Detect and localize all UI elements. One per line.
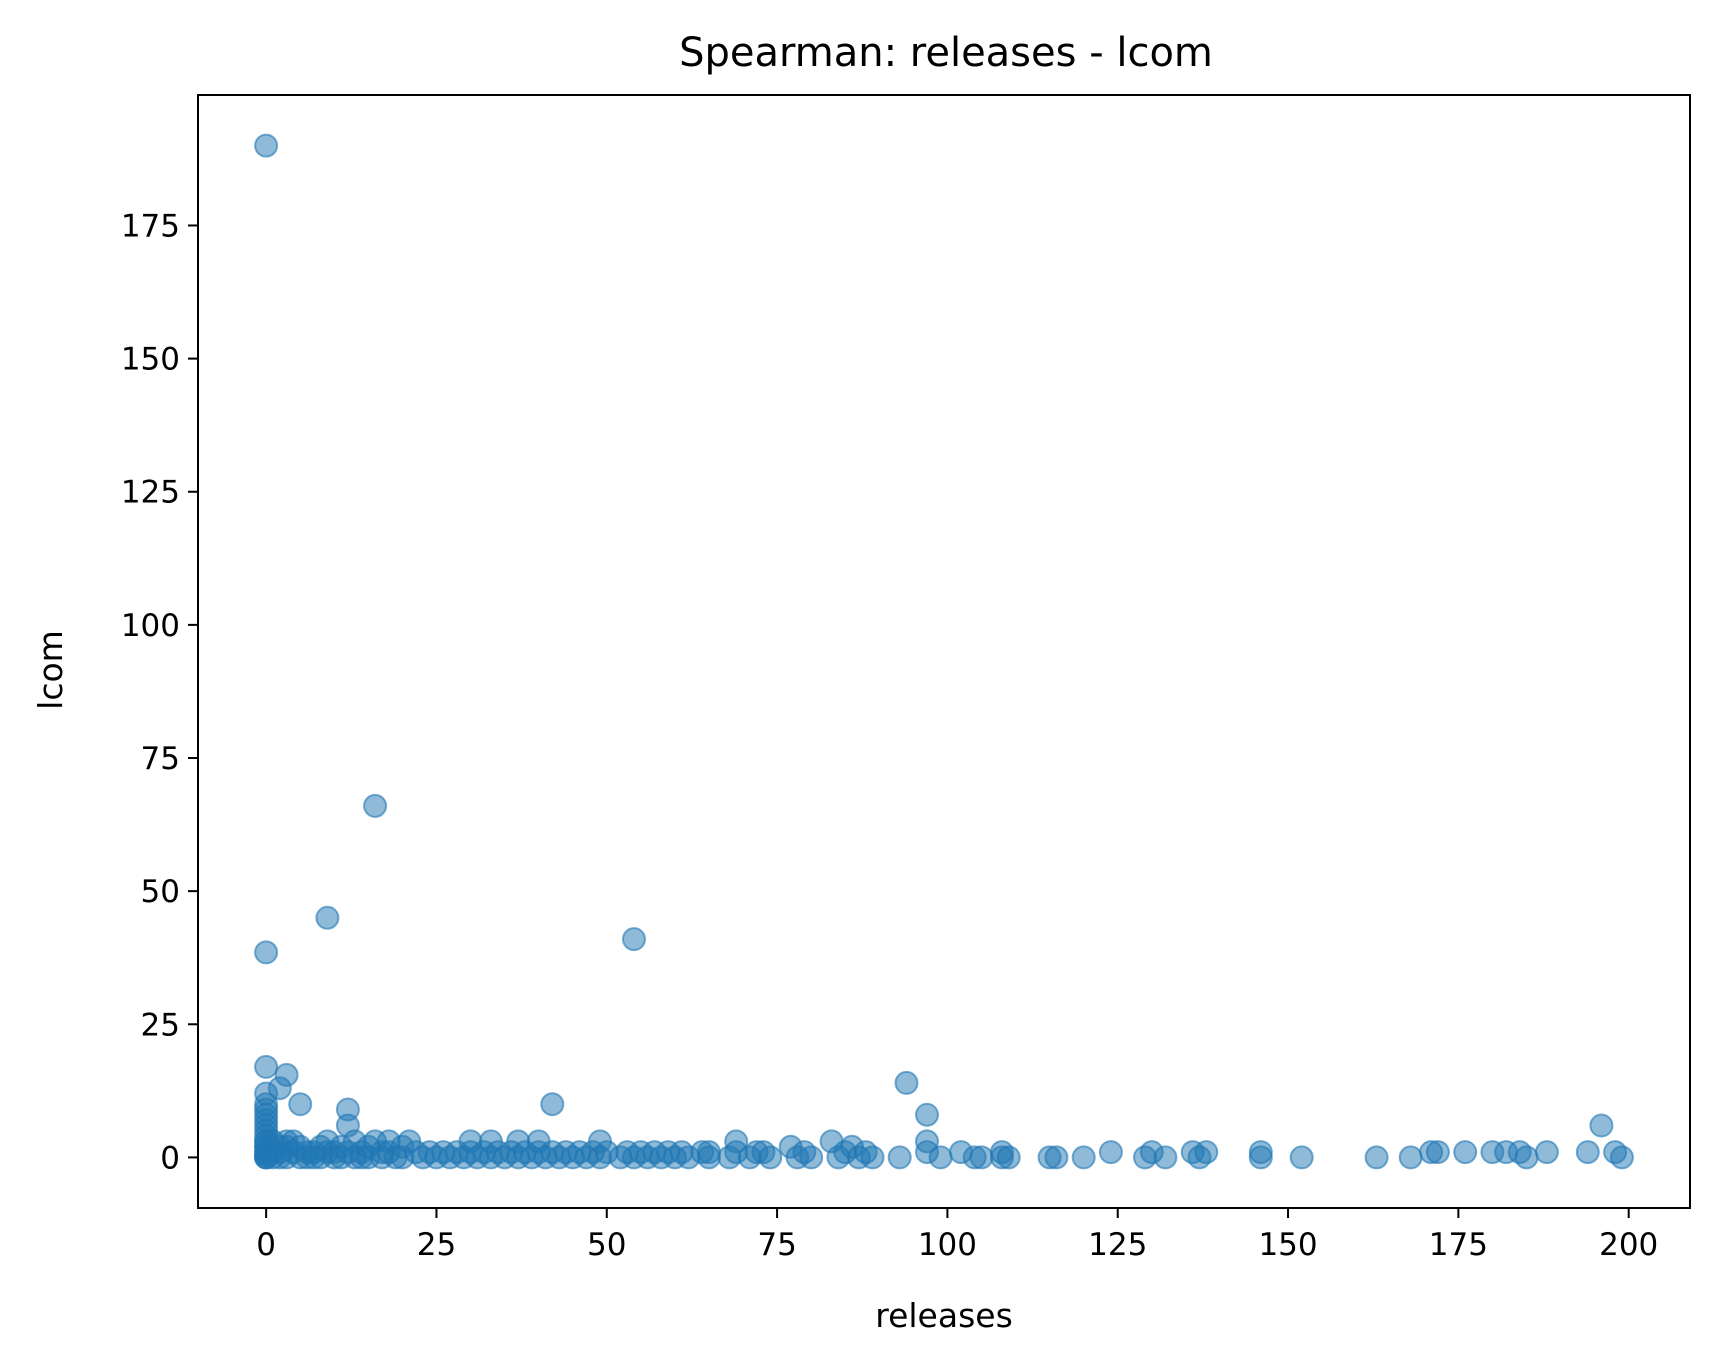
data-point <box>1364 1145 1389 1170</box>
data-point <box>1514 1145 1539 1170</box>
x-tick-label: 75 <box>757 1227 796 1263</box>
data-point <box>1453 1140 1478 1165</box>
data-point <box>288 1092 313 1117</box>
x-tick-label: 0 <box>256 1227 276 1263</box>
data-point <box>1153 1145 1178 1170</box>
data-point <box>1425 1140 1450 1165</box>
data-point <box>1398 1145 1423 1170</box>
x-tick-label: 100 <box>918 1227 977 1263</box>
data-point <box>996 1145 1021 1170</box>
x-tick-label: 25 <box>417 1227 456 1263</box>
x-axis: 0 25 50 75 100 125 150 175 200 <box>256 1208 1658 1263</box>
y-axis-label: lcom <box>31 630 70 710</box>
x-tick-label: 175 <box>1429 1227 1488 1263</box>
y-tick-label: 100 <box>121 608 180 644</box>
data-point <box>915 1102 939 1127</box>
data-point <box>540 1092 565 1117</box>
data-point <box>1609 1145 1634 1170</box>
data-point <box>1589 1113 1614 1138</box>
data-point <box>1289 1145 1314 1170</box>
data-point <box>254 133 279 158</box>
data-point <box>928 1145 953 1170</box>
y-tick-label: 0 <box>160 1140 180 1176</box>
data-point <box>894 1070 919 1095</box>
data-point <box>799 1145 824 1170</box>
x-tick-label: 150 <box>1258 1227 1317 1263</box>
y-tick-label: 150 <box>121 342 180 378</box>
chart-title: Spearman: releases - lcom <box>679 30 1213 76</box>
data-point <box>969 1145 994 1170</box>
data-point <box>887 1145 912 1170</box>
data-point <box>622 927 646 952</box>
data-points <box>254 133 1634 1170</box>
y-tick-label: 50 <box>141 874 180 910</box>
data-point <box>1044 1145 1069 1170</box>
data-point <box>254 1054 279 1079</box>
y-tick-label: 75 <box>141 741 180 777</box>
data-point <box>315 905 340 930</box>
y-axis: 0 25 50 75 100 125 150 175 <box>121 208 198 1176</box>
data-point <box>1575 1140 1600 1165</box>
y-tick-label: 125 <box>121 475 180 511</box>
data-point <box>697 1145 721 1170</box>
data-point <box>1071 1145 1096 1170</box>
data-point <box>254 940 279 965</box>
x-tick-label: 125 <box>1088 1227 1147 1263</box>
data-point <box>1194 1140 1219 1165</box>
y-tick-label: 25 <box>141 1007 180 1043</box>
x-tick-label: 50 <box>587 1227 626 1263</box>
data-point <box>860 1145 885 1170</box>
plot-area <box>197 94 1691 1209</box>
data-point <box>363 793 388 818</box>
x-tick-label: 200 <box>1599 1227 1658 1263</box>
y-tick-label: 175 <box>121 208 180 244</box>
x-axis-label: releases <box>875 1296 1013 1335</box>
data-point <box>1248 1140 1273 1165</box>
data-point <box>1098 1140 1123 1165</box>
data-point <box>758 1145 783 1170</box>
data-point <box>1534 1140 1559 1165</box>
